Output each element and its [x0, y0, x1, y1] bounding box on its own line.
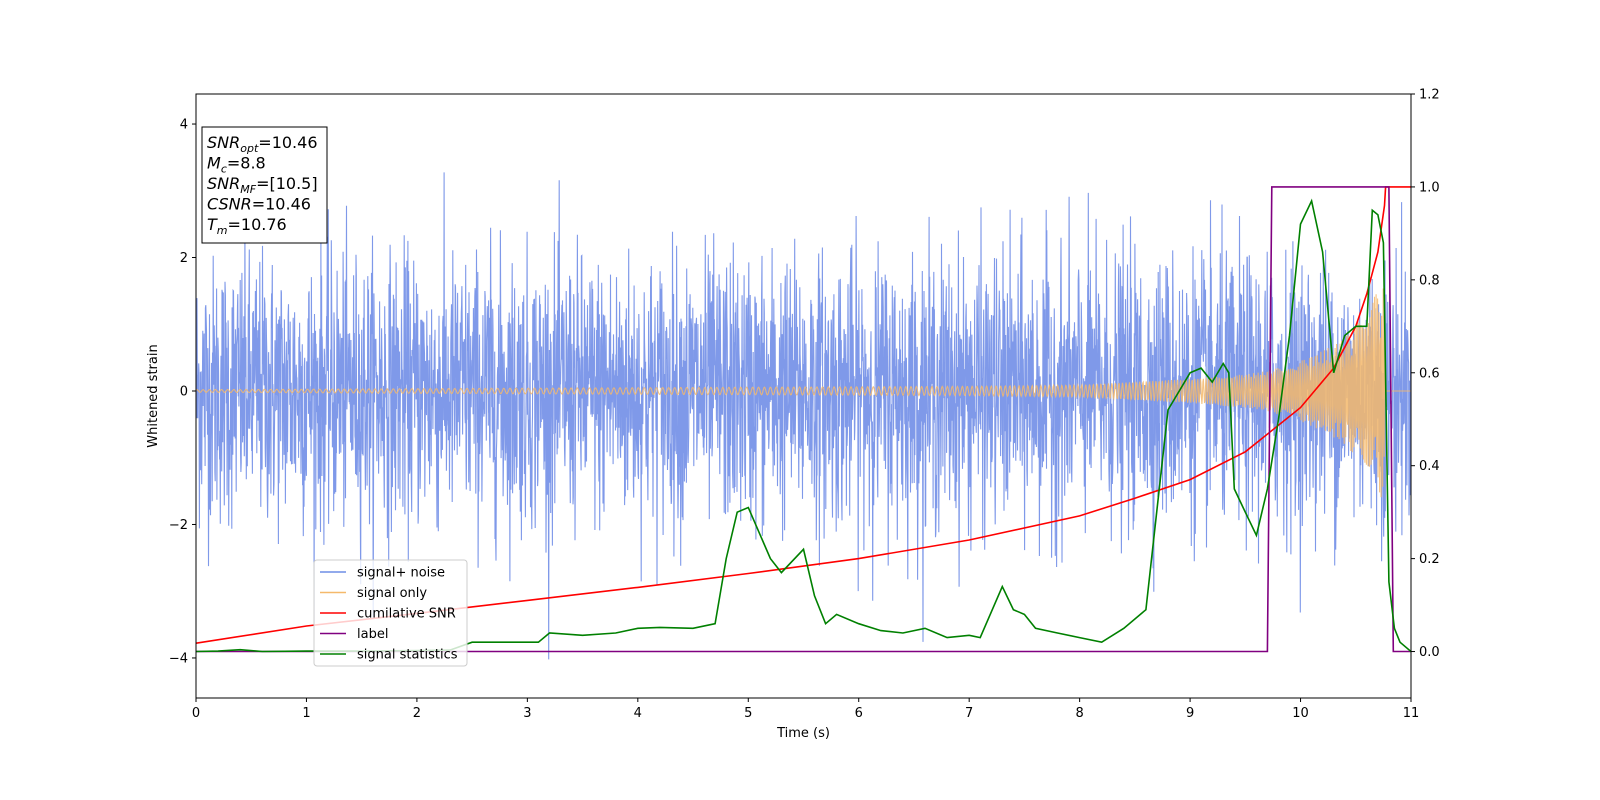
y-right-tick-label: 1.0: [1419, 180, 1440, 195]
annotation-line: SNRopt=10.46: [207, 133, 318, 155]
x-tick-label: 10: [1292, 706, 1309, 721]
legend-label: signal statistics: [357, 648, 458, 663]
x-tick-label: 8: [1075, 706, 1083, 721]
x-axis-ticks: 0 1 2 3 4 5 6 7 8 9 10 11: [192, 698, 1419, 721]
signal-only-line: [196, 288, 1411, 498]
annotation-line: Tm=10.76: [207, 215, 287, 237]
legend-label: cumilative SNR: [357, 607, 456, 622]
y-right-tick-label: 0.0: [1419, 645, 1440, 660]
label-line: [196, 186, 1411, 653]
signal-noise-line: [196, 172, 1411, 660]
y-left-tick-label: 4: [180, 118, 188, 133]
x-tick-label: 4: [634, 706, 642, 721]
y-axis-label: Whitened strain: [146, 344, 161, 447]
x-tick-label: 3: [523, 706, 531, 721]
annotation-frame: [201, 126, 328, 244]
legend: signal+ noise signal only cumilative SNR la…: [313, 559, 468, 667]
y-right-tick-label: 1.2: [1419, 88, 1440, 103]
x-tick-label: 5: [744, 706, 752, 721]
x-tick-label: 6: [855, 706, 863, 721]
x-axis-label: Time (s): [776, 726, 830, 741]
x-tick-label: 9: [1186, 706, 1194, 721]
cumilative-snr-line: [196, 186, 1411, 644]
y-right-tick-label: 0.2: [1419, 552, 1440, 567]
y-right-tick-label: 0.6: [1419, 366, 1440, 381]
signal-statistics-line: [196, 198, 1411, 653]
plot-frame: [195, 93, 1412, 699]
legend-label: signal only: [357, 586, 427, 601]
y-right-tick-label: 0.8: [1419, 273, 1440, 288]
series-layer: [196, 172, 1411, 660]
y-left-tick-label: 2: [180, 251, 188, 266]
legend-label: signal+ noise: [357, 566, 445, 581]
legend-label: label: [357, 627, 388, 642]
x-tick-label: 0: [192, 706, 200, 721]
annotation-line: SNRMF=[10.5]: [207, 174, 318, 196]
annotation-box: SNRopt=10.46Mc=8.8SNRMF=[10.5]CSNR=10.46…: [201, 126, 328, 244]
y-axis-right-ticks: 0.0 0.2 0.4 0.6 0.8 1.0 1.2: [1411, 88, 1440, 660]
y-axis-left-ticks: −4 −2 0 2 4: [169, 118, 196, 666]
y-right-tick-label: 0.4: [1419, 459, 1440, 474]
annotation-line: Mc=8.8: [207, 154, 266, 176]
x-tick-label: 11: [1403, 706, 1420, 721]
y-left-tick-label: −2: [169, 518, 188, 533]
annotation-line: CSNR=10.46: [207, 195, 311, 214]
y-left-tick-label: −4: [169, 651, 188, 666]
x-tick-label: 1: [302, 706, 310, 721]
legend-frame: [313, 559, 468, 667]
x-tick-label: 2: [413, 706, 421, 721]
y-left-tick-label: 0: [180, 384, 188, 399]
x-tick-label: 7: [965, 706, 973, 721]
